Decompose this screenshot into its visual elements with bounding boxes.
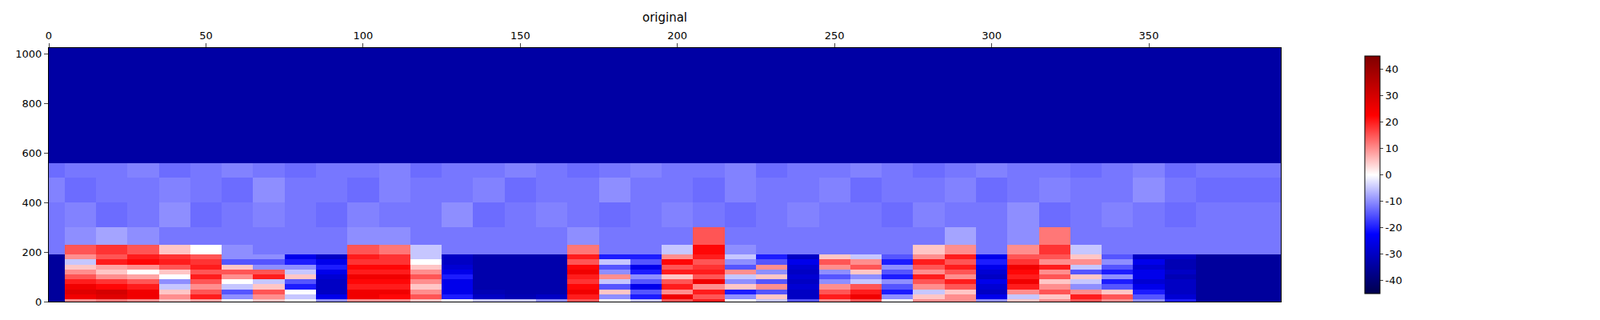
svg-text:150: 150 — [510, 29, 531, 42]
svg-text:50: 50 — [199, 29, 213, 42]
svg-text:10: 10 — [1385, 142, 1400, 155]
svg-text:-30: -30 — [1385, 248, 1403, 260]
svg-text:300: 300 — [981, 29, 1002, 42]
svg-text:0: 0 — [35, 296, 42, 308]
svg-text:0: 0 — [45, 29, 52, 42]
svg-text:200: 200 — [667, 29, 688, 42]
svg-text:350: 350 — [1139, 29, 1160, 42]
svg-text:1000: 1000 — [15, 48, 42, 60]
svg-text:-10: -10 — [1385, 195, 1403, 208]
svg-text:100: 100 — [352, 29, 373, 42]
svg-text:800: 800 — [22, 97, 43, 110]
svg-text:0: 0 — [1385, 168, 1392, 181]
svg-text:-20: -20 — [1385, 221, 1403, 234]
svg-text:-40: -40 — [1385, 274, 1403, 287]
svg-text:30: 30 — [1385, 89, 1400, 102]
svg-text:250: 250 — [824, 29, 845, 42]
svg-text:600: 600 — [22, 147, 43, 160]
svg-text:400: 400 — [22, 196, 43, 209]
svg-text:200: 200 — [22, 246, 43, 259]
svg-text:40: 40 — [1385, 63, 1400, 76]
svg-text:original: original — [642, 10, 688, 25]
svg-text:20: 20 — [1385, 116, 1400, 128]
